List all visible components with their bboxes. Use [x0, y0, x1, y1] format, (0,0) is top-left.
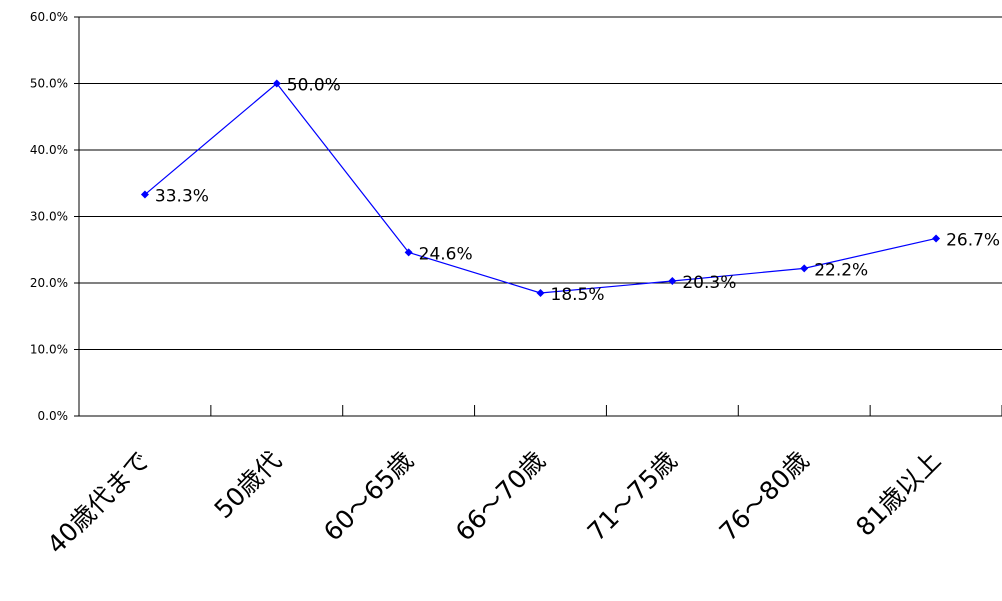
x-tick-label: 60～65歳 — [318, 446, 419, 547]
data-point-marker — [668, 277, 677, 286]
y-tick-label: 0.0% — [38, 409, 69, 423]
data-label: 24.6% — [419, 244, 473, 264]
data-point-marker — [272, 79, 281, 88]
y-tick-label: 60.0% — [30, 10, 68, 24]
data-point-marker — [140, 190, 149, 199]
y-tick-labels: 0.0% 10.0% 20.0% 30.0% 40.0% 50.0% 60.0% — [30, 10, 68, 423]
y-tick-label: 30.0% — [30, 210, 68, 224]
y-tick-label: 40.0% — [30, 143, 68, 157]
x-tick-marks — [210, 405, 1002, 416]
data-label: 22.2% — [814, 260, 868, 280]
data-point-marker — [932, 234, 941, 243]
data-point-marker — [536, 288, 545, 297]
gridlines — [74, 16, 1002, 417]
data-labels: 33.3% 50.0% 24.6% 18.5% 20.3% 22.2% 26.7% — [155, 76, 1000, 305]
data-label: 50.0% — [287, 76, 341, 96]
x-tick-labels: 40歳代まで 50歳代 60～65歳 66～70歳 71～75歳 76～80歳 81歳以上 — [41, 446, 946, 560]
axes — [78, 17, 1002, 417]
x-tick-label: 40歳代まで — [41, 446, 155, 560]
data-label: 26.7% — [946, 230, 1000, 250]
x-tick-label: 71～75歳 — [582, 446, 683, 547]
data-label: 33.3% — [155, 187, 209, 207]
data-label: 18.5% — [551, 285, 605, 305]
y-tick-label: 50.0% — [30, 77, 68, 91]
x-tick-label: 81歳以上 — [850, 446, 946, 542]
x-tick-label: 50歳代 — [209, 446, 287, 524]
data-point-marker — [404, 248, 413, 257]
data-label: 20.3% — [682, 273, 736, 293]
y-tick-label: 10.0% — [30, 343, 68, 357]
x-tick-label: 76～80歳 — [714, 446, 815, 547]
data-point-marker — [800, 264, 809, 273]
series-markers — [140, 79, 941, 297]
y-tick-label: 20.0% — [30, 276, 68, 290]
x-tick-label: 66～70歳 — [450, 446, 551, 547]
